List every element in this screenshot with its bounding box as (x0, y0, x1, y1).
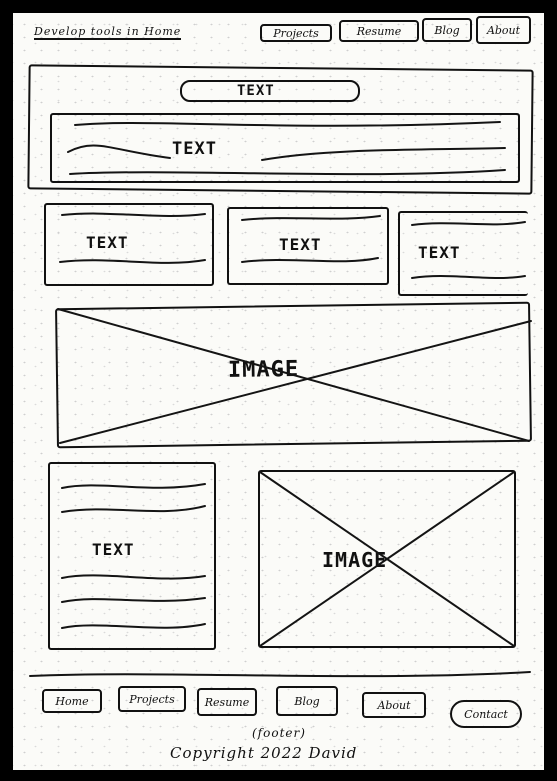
footer-nav-about[interactable]: About (362, 692, 426, 718)
hero-banner: TEXT (180, 80, 360, 102)
footer-nav-blog[interactable]: Blog (276, 686, 338, 716)
card-2-label: TEXT (279, 235, 322, 254)
hero-text-label: TEXT (172, 139, 217, 159)
nav-blog[interactable]: Blog (422, 18, 472, 42)
card-1[interactable]: TEXT (44, 203, 214, 286)
footer-caption: (footer) (252, 726, 306, 740)
nav-about[interactable]: About (476, 16, 531, 44)
footer-nav-resume[interactable]: Resume (197, 688, 257, 716)
footer-nav-home[interactable]: Home (42, 689, 102, 713)
nav-resume[interactable]: Resume (339, 20, 419, 42)
hero-text-block: TEXT (50, 113, 520, 183)
footer-nav-contact[interactable]: Contact (450, 700, 522, 728)
card-3[interactable]: TEXT (398, 211, 528, 296)
card-1-label: TEXT (86, 233, 129, 252)
hero-banner-label: TEXT (237, 83, 275, 99)
card-2[interactable]: TEXT (227, 207, 389, 285)
card-3-label: TEXT (418, 243, 461, 262)
logo[interactable]: Develop tools in Home (34, 25, 182, 40)
split-text-label: TEXT (92, 540, 135, 559)
footer-copyright: Copyright 2022 David (170, 744, 358, 762)
split-text-panel: TEXT (48, 462, 216, 650)
footer-nav-projects[interactable]: Projects (118, 686, 186, 712)
nav-projects[interactable]: Projects (260, 24, 332, 42)
